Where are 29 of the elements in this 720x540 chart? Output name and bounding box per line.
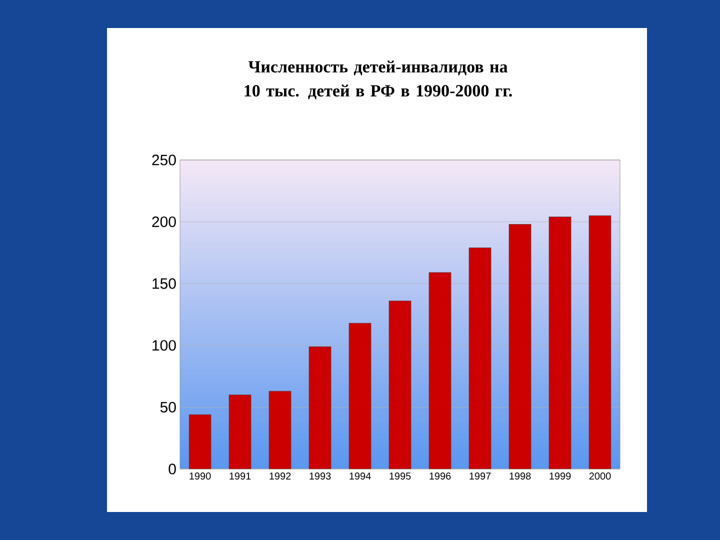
x-tick-label: 1997 [470, 472, 491, 480]
bar [228, 394, 252, 469]
bar [348, 322, 372, 469]
x-tick-label: 1990 [190, 472, 211, 480]
y-tick-label: 250 [152, 154, 176, 166]
bar [588, 215, 612, 469]
bar [268, 390, 292, 469]
bar [548, 216, 572, 469]
x-tick-label: 1999 [550, 472, 571, 480]
x-tick-label: 1991 [230, 472, 251, 480]
y-tick-label: 100 [152, 340, 176, 351]
bar [428, 272, 452, 469]
bar [188, 414, 212, 469]
x-tick-label: 1998 [510, 472, 531, 480]
x-tick-label: 1992 [270, 472, 291, 480]
bar [308, 346, 332, 469]
bar [388, 300, 412, 469]
y-tick-label: 150 [152, 278, 176, 289]
y-tick-label: 50 [160, 402, 176, 412]
x-tick-label: 1994 [350, 472, 371, 480]
y-tick-label: 0 [168, 464, 176, 474]
x-tick-label: 1993 [310, 472, 331, 480]
x-tick-label: 1996 [430, 472, 451, 480]
x-tick-label: 2000 [589, 472, 611, 480]
chart-title: Численность детей-инвалидов на 10 тыс. детей в РФ в 1990-2000 гг. [244, 60, 512, 100]
y-tick-label: 200 [152, 216, 176, 228]
bar [468, 248, 492, 469]
x-tick-label: 1995 [390, 472, 411, 480]
bar [508, 224, 532, 469]
